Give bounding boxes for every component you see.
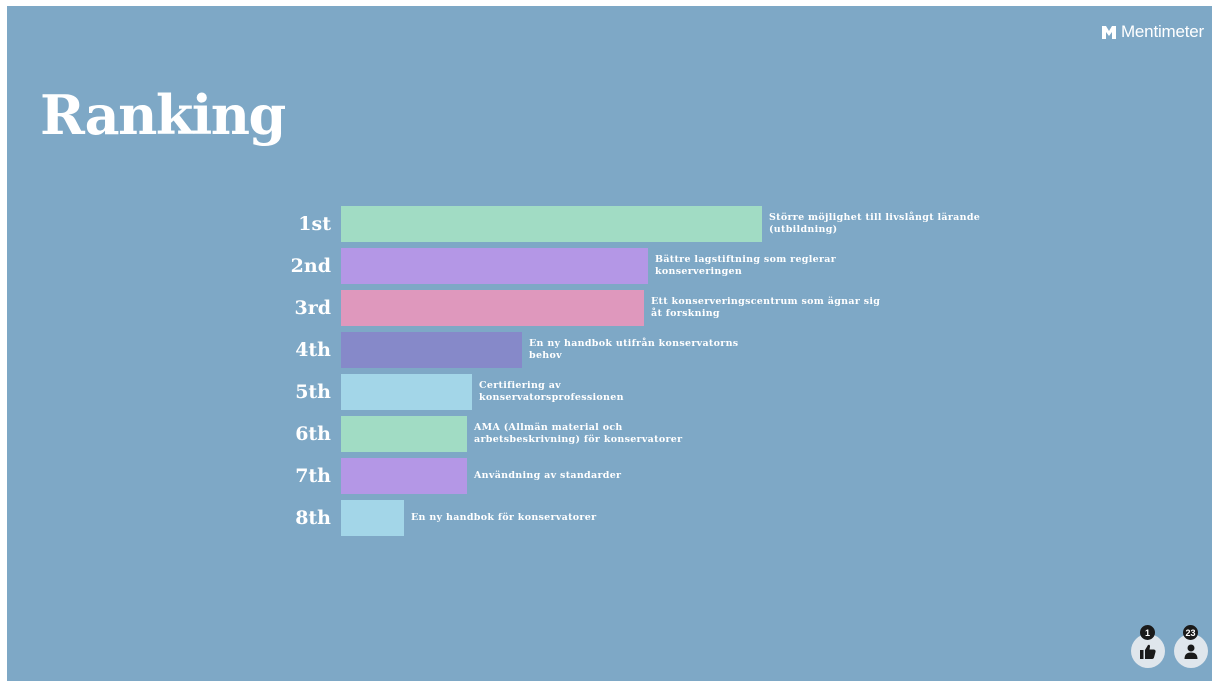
rank-item-label: AMA (Allmän material och arbetsbeskrivni… (474, 422, 683, 445)
rank-item-label: En ny handbok för konservatorer (411, 512, 597, 523)
rank-label: 6th (295, 423, 331, 445)
rank-item-label: Bättre lagstiftning som reglerar konserv… (655, 254, 837, 277)
participants-button[interactable]: 23 (1174, 625, 1208, 668)
rank-item-label: En ny handbok utifrån konservatorns beho… (529, 338, 739, 361)
rank-item-label: Certifiering av konservatorsprofessionen (479, 380, 624, 403)
rank-label: 2nd (290, 255, 331, 277)
rank-bar (341, 248, 648, 284)
rank-bar (341, 458, 467, 494)
rank-label: 8th (295, 507, 331, 529)
brand-name: Mentimeter (1120, 22, 1204, 41)
rank-item-label: Användning av standarder (474, 470, 622, 481)
rank-bar (341, 206, 762, 242)
reactions-count: 1 (1140, 625, 1155, 640)
slide: Mentimeter Ranking 1st Större möjlighet t… (7, 6, 1212, 681)
mentimeter-logo-icon (1101, 25, 1116, 39)
rank-item-label: Större möjlighet till livslångt lärande … (769, 212, 981, 235)
rank-label: 7th (295, 465, 331, 487)
person-icon (1184, 644, 1198, 659)
rank-bar (341, 416, 467, 452)
rank-bar (341, 374, 472, 410)
rank-label: 1st (298, 213, 331, 235)
rank-bar (341, 500, 404, 536)
participants-count: 23 (1183, 625, 1198, 640)
rank-bar (341, 290, 644, 326)
rank-bar (341, 332, 522, 368)
reactions-button[interactable]: 1 (1131, 625, 1165, 668)
mentimeter-brand: Mentimeter (1101, 22, 1204, 42)
rank-label: 3rd (294, 297, 331, 319)
rank-label: 4th (295, 339, 331, 361)
thumbs-up-icon (1140, 644, 1156, 659)
rank-item-label: Ett konserveringscentrum som ägnar sig å… (651, 296, 881, 319)
rank-label: 5th (295, 381, 331, 403)
page-title: Ranking (40, 83, 286, 147)
